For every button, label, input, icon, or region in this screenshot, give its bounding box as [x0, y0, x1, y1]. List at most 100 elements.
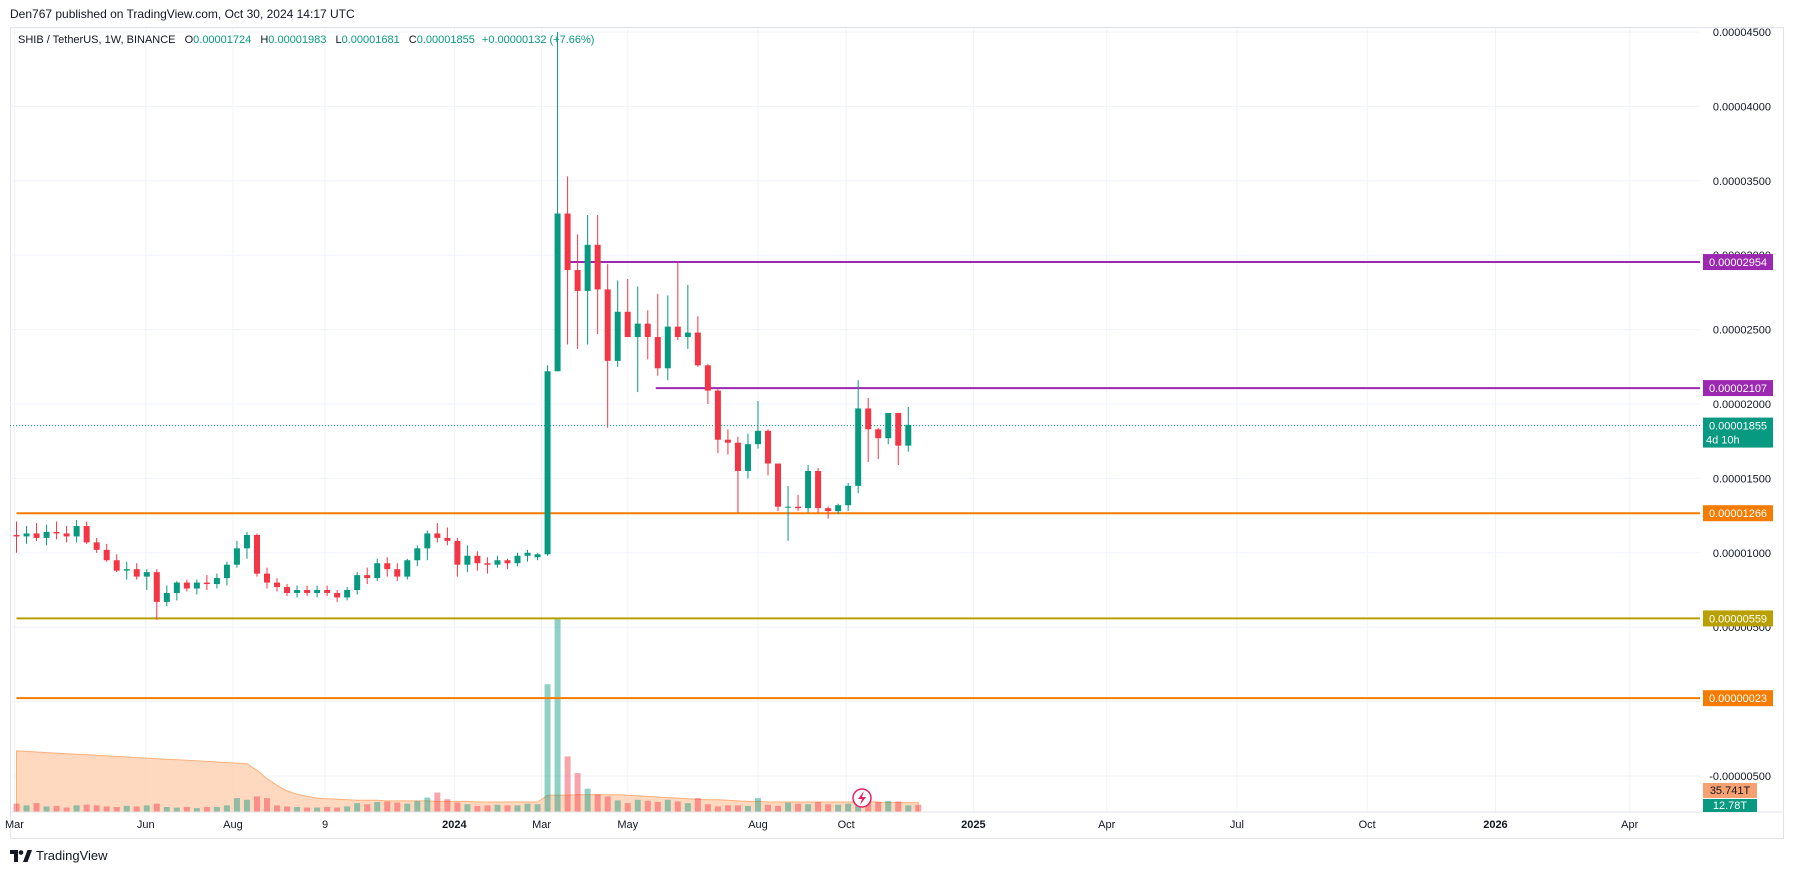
- volume-bar: [765, 804, 771, 812]
- candle-body: [43, 531, 50, 538]
- volume-bar: [704, 804, 711, 812]
- volume-bar: [714, 806, 721, 812]
- candle-body: [514, 555, 521, 564]
- candle-body: [694, 332, 701, 366]
- volume-bar: [294, 807, 301, 812]
- candle-body: [845, 485, 852, 506]
- candle-body: [83, 526, 90, 543]
- candle-body: [243, 534, 250, 549]
- candle-body: [334, 592, 341, 598]
- level-tag-label: 0.00000559: [1709, 613, 1767, 625]
- candle-body: [143, 572, 150, 577]
- volume-bar: [724, 805, 731, 812]
- volume-bar: [153, 803, 160, 812]
- candle-body: [484, 563, 491, 565]
- candle-body: [294, 590, 301, 593]
- x-tick-label: 2024: [442, 819, 467, 831]
- volume-bar: [865, 799, 872, 812]
- candle-body: [584, 244, 591, 291]
- candle-body: [153, 572, 160, 602]
- candle-body: [103, 549, 110, 561]
- x-tick-label: Apr: [1621, 819, 1638, 831]
- volume-bar: [664, 799, 671, 812]
- last-price-tag: [1703, 417, 1773, 448]
- volume-ma-area: [16, 750, 919, 813]
- candle-body: [183, 582, 190, 589]
- candle-body: [193, 582, 200, 589]
- volume-bar: [53, 805, 60, 812]
- legend-high: 0.00001983: [268, 34, 327, 46]
- chart-frame[interactable]: [10, 27, 1784, 839]
- candle-body: [795, 506, 802, 509]
- volume-bar: [684, 803, 691, 812]
- candle-body: [344, 590, 351, 598]
- y-tick-label: 0.00001000: [1713, 548, 1771, 560]
- candle-body: [374, 563, 381, 579]
- legend-symbol: SHIB / TetherUS, 1W, BINANCE: [18, 34, 176, 46]
- candle-body: [494, 560, 501, 565]
- candle-body: [554, 213, 561, 372]
- volume-bar: [133, 806, 140, 812]
- volume-bar: [334, 807, 341, 812]
- price-axis[interactable]: 0.000045000.000040000.000035000.00003000…: [1709, 27, 1771, 783]
- candle-body: [264, 573, 270, 583]
- candle-body: [885, 412, 892, 439]
- candle-body: [284, 587, 291, 593]
- candle-body: [905, 424, 912, 446]
- volume-ma-tag-label: 35.741T: [1710, 785, 1751, 797]
- x-tick-label: 2025: [961, 819, 985, 831]
- candle-body: [53, 531, 60, 534]
- candle-body: [734, 442, 741, 471]
- volume-bar: [654, 802, 661, 812]
- volume-pane: [13, 617, 922, 813]
- volume-bar: [314, 807, 321, 812]
- candle-body: [785, 506, 792, 508]
- candle-body: [444, 537, 451, 541]
- candle-body: [835, 505, 842, 512]
- tradingview-logo-icon: [10, 849, 32, 862]
- candle-body: [223, 564, 230, 579]
- volume-bar: [183, 807, 190, 812]
- candle-body: [744, 444, 751, 471]
- x-tick-label: May: [617, 819, 638, 831]
- tradingview-footer[interactable]: TradingView: [10, 848, 108, 863]
- candle-body: [865, 408, 872, 430]
- candle-body: [765, 430, 771, 464]
- y-tick-label: 0.00003500: [1713, 176, 1771, 188]
- bolt-icon[interactable]: [852, 788, 872, 808]
- volume-bar: [604, 796, 611, 812]
- volume-bar: [253, 796, 260, 812]
- candle-body: [524, 552, 531, 556]
- candle-body: [404, 560, 411, 577]
- volume-bar: [644, 800, 651, 812]
- volume-bar: [223, 805, 230, 812]
- candle-body: [664, 326, 671, 369]
- candle-body: [644, 323, 651, 338]
- x-tick-label: 2026: [1483, 819, 1507, 831]
- volume-bar: [354, 803, 361, 812]
- volume-bar: [544, 684, 551, 812]
- horizontal-levels[interactable]: [10, 261, 1700, 700]
- x-tick-label: Apr: [1098, 819, 1115, 831]
- candle-body: [314, 590, 321, 593]
- volume-bar: [233, 798, 240, 812]
- level-tag: [1703, 505, 1773, 522]
- legend-low-key: L: [335, 34, 342, 46]
- candle-body: [163, 592, 170, 602]
- y-tick-label: 0.00004500: [1713, 27, 1771, 39]
- publisher-line: Den767 published on TradingView.com, Oct…: [10, 7, 355, 21]
- candle-body: [704, 365, 711, 391]
- candle-body: [504, 560, 511, 564]
- volume-bar: [344, 806, 351, 812]
- price-tags: 0.00002954 0.00002107 0.00001266 0.00000559…: [1703, 254, 1773, 812]
- candle-body: [113, 560, 120, 571]
- candle-body: [805, 470, 812, 509]
- volume-ma-tag: [1703, 783, 1757, 798]
- time-axis[interactable]: Mar Jun Aug 9 2024 Mar May Aug Oct 2025 Apr Jul Oct 2…: [5, 811, 1784, 831]
- volume-bar: [424, 797, 431, 812]
- volume-bar: [674, 801, 681, 812]
- candle-body: [614, 311, 621, 361]
- candle-body: [875, 429, 882, 439]
- legend-high-key: H: [260, 34, 269, 46]
